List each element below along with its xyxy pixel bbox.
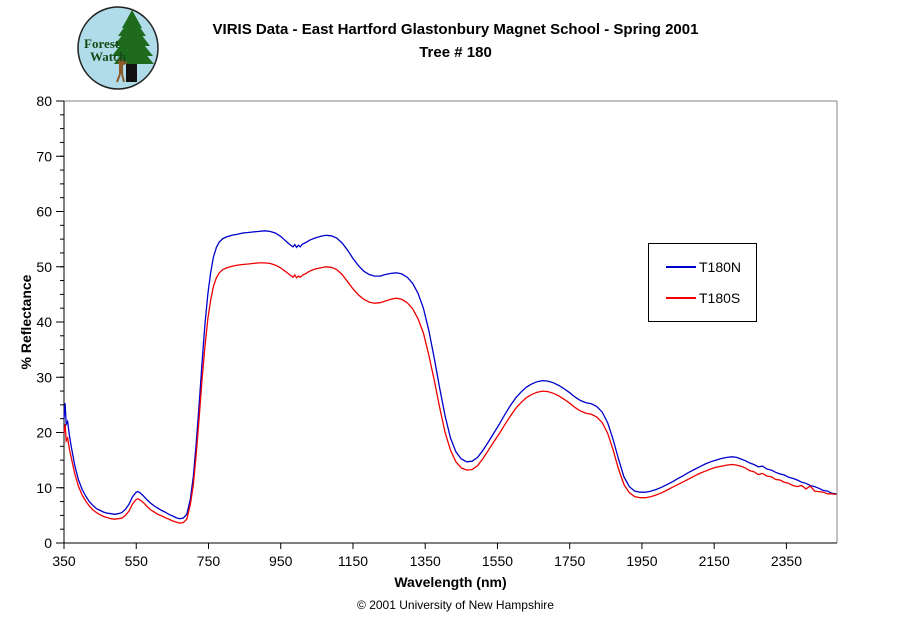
x-tick-label: 550 [125,553,149,569]
y-tick-label: 40 [36,314,52,330]
x-tick-label: 2150 [699,553,730,569]
x-tick-label: 1350 [410,553,441,569]
y-tick-label: 10 [36,480,52,496]
x-tick-label: 1950 [626,553,657,569]
logo-person-icon [116,59,128,83]
logo-text-forest: Forest [84,36,120,51]
legend-label-t180n: T180N [699,259,742,275]
x-tick-label: 750 [197,553,221,569]
forest-watch-logo: Forest Watch [77,6,159,90]
y-tick-label: 50 [36,259,52,275]
x-tick-label: 950 [269,553,293,569]
y-tick-label: 20 [36,425,52,441]
series-line-T180S [63,262,837,524]
y-tick-label: 70 [36,148,52,164]
legend-label-t180s: T180S [699,290,741,306]
y-axis-label: % Reflectance [18,274,34,370]
y-tick-label: 80 [36,93,52,109]
x-tick-label: 1550 [482,553,513,569]
x-tick-label: 1750 [554,553,585,569]
t180s-line-swatch [666,297,696,299]
t180n-line-swatch [666,266,696,268]
x-axis-label: Wavelength (nm) [394,574,507,590]
legend-item-t180n: T180N [649,259,756,275]
copyright-text: © 2001 University of New Hampshire [357,598,554,612]
x-tick-label: 1150 [338,553,368,569]
y-tick-label: 60 [36,204,52,220]
y-tick-label: 0 [44,535,52,551]
x-tick-label: 2350 [771,553,802,569]
page-title: VIRIS Data - East Hartford Glastonbury M… [212,21,699,38]
series-line-T180N [63,230,837,520]
y-tick-label: 30 [36,369,52,385]
logo-text-watch: Watch [90,49,127,64]
x-tick-label: 350 [52,553,76,569]
logo-tree-icon [112,10,154,83]
legend-item-t180s: T180S [649,290,756,306]
page-subtitle: Tree # 180 [419,44,492,61]
chart-legend: T180N T180S [648,243,757,322]
